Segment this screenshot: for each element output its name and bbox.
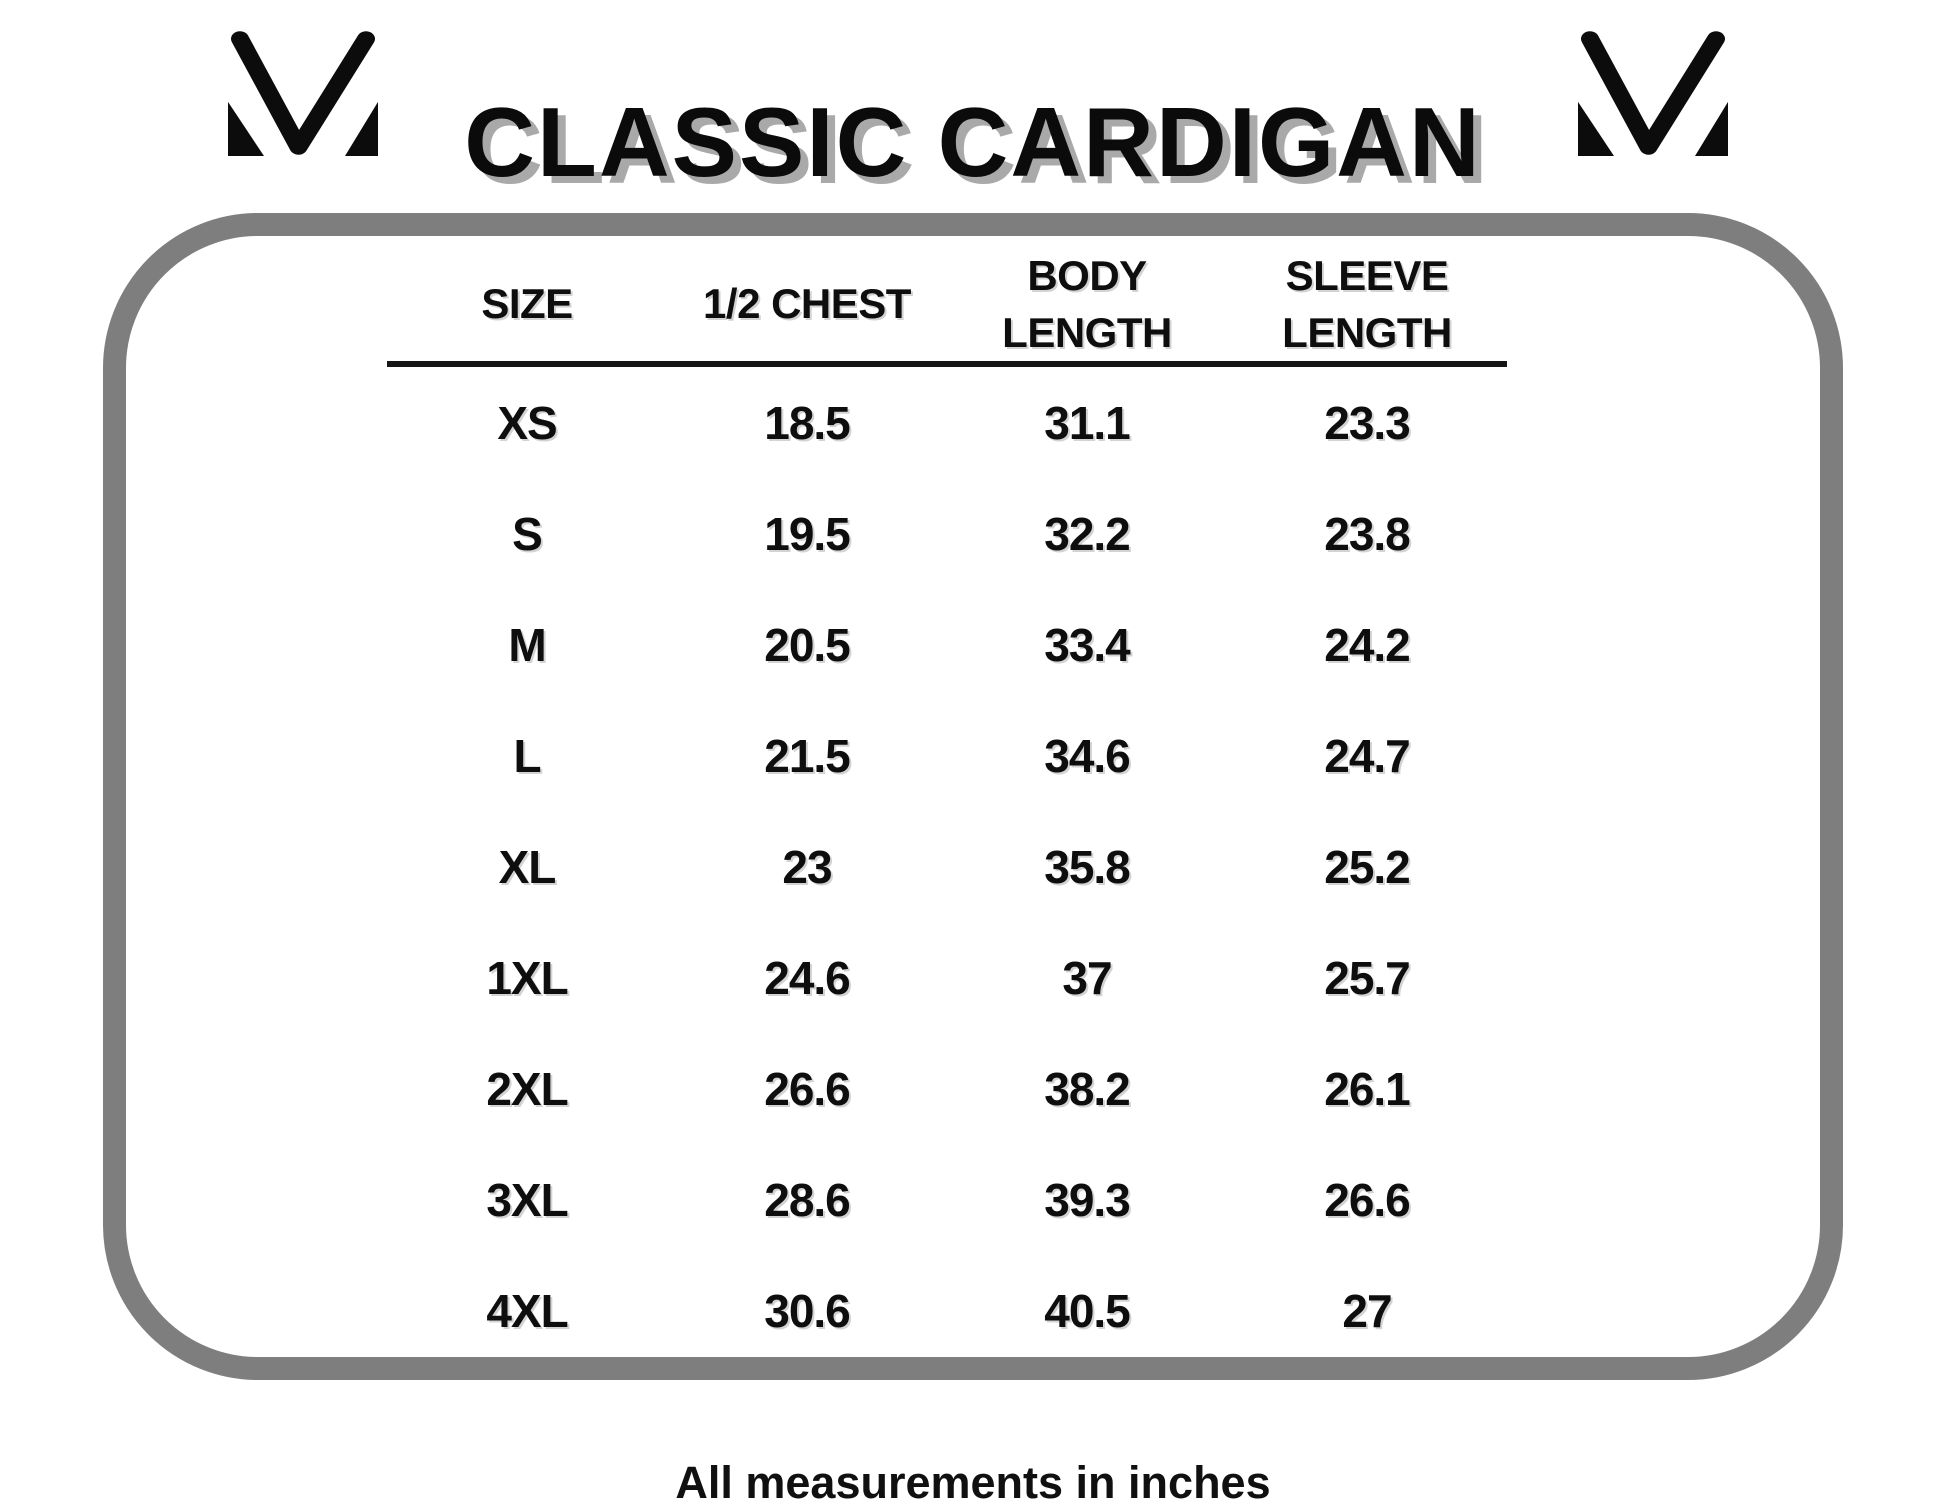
size-cell: M [508,618,546,671]
half_chest-cell: 24.6 [764,951,851,1004]
body_length-cell: 33.4 [1044,618,1131,671]
sleeve_length-cell: 24.7 [1324,729,1411,782]
table-row: S 19.5 32.2 23.8 [387,478,1507,589]
header-underline [387,361,1507,368]
table-row: M 20.5 33.4 24.2 [387,589,1507,700]
size-cell: 3XL [486,1173,568,1226]
size-chart-panel: SIZE 1/2 CHEST BODY LENGTH SLEEVE LENGTH XS 18… [103,213,1843,1380]
table-header-row: SIZE 1/2 CHEST BODY LENGTH SLEEVE LENGTH [387,248,1507,361]
body_length-cell: 35.8 [1044,840,1131,893]
half_chest-cell: 23 [782,840,832,893]
body_length-cell: 32.2 [1044,507,1131,560]
column-header-sleeve-length: SLEEVE LENGTH [1282,252,1452,356]
size-chart-table: SIZE 1/2 CHEST BODY LENGTH SLEEVE LENGTH XS 18… [387,248,1507,1366]
table-row: 1XL 24.6 37 25.7 [387,922,1507,1033]
sleeve_length-cell: 26.1 [1324,1062,1411,1115]
body_length-cell: 31.1 [1044,396,1131,449]
table-row: L 21.5 34.6 24.7 [387,700,1507,811]
size-cell: S [512,507,543,560]
table-row: 4XL 30.6 40.5 27 [387,1255,1507,1366]
sleeve_length-cell: 26.6 [1324,1173,1411,1226]
size-cell: L [513,729,541,782]
table-row: 2XL 26.6 38.2 26.1 [387,1033,1507,1144]
size-cell: XS [497,396,557,449]
page-title: CLASSIC CARDIGAN [464,86,1482,197]
table-body: XS 18.5 31.1 23.3 S 19.5 32.2 23.8 M 20.5 33.4 24.2… [387,367,1507,1366]
size-cell: 1XL [486,951,568,1004]
body_length-cell: 37 [1062,951,1112,1004]
mv-monogram-icon [1578,31,1728,156]
size-cell: 2XL [486,1062,568,1115]
sleeve_length-cell: 23.8 [1324,507,1411,560]
sleeve_length-cell: 27 [1342,1284,1392,1337]
sleeve_length-cell: 24.2 [1324,618,1411,671]
column-header-half-chest: 1/2 CHEST [703,280,911,328]
table-row: XS 18.5 31.1 23.3 [387,367,1507,478]
body_length-cell: 40.5 [1044,1284,1131,1337]
sleeve_length-cell: 23.3 [1324,396,1411,449]
half_chest-cell: 19.5 [764,507,851,560]
table-row: XL 23 35.8 25.2 [387,811,1507,922]
size-cell: XL [498,840,557,893]
body_length-cell: 38.2 [1044,1062,1131,1115]
column-header-body-length: BODY LENGTH [1002,252,1172,356]
sleeve_length-cell: 25.7 [1324,951,1411,1004]
size-cell: 4XL [486,1284,568,1337]
sleeve_length-cell: 25.2 [1324,840,1411,893]
half_chest-cell: 30.6 [764,1284,851,1337]
half_chest-cell: 21.5 [764,729,851,782]
body_length-cell: 34.6 [1044,729,1131,782]
half_chest-cell: 28.6 [764,1173,851,1226]
half_chest-cell: 26.6 [764,1062,851,1115]
half_chest-cell: 20.5 [764,618,851,671]
mv-monogram-icon [228,31,378,156]
table-row: 3XL 28.6 39.3 26.6 [387,1144,1507,1255]
brand-logo-left [228,30,378,161]
column-header-size: SIZE [481,280,573,328]
half_chest-cell: 18.5 [764,396,851,449]
measurements-note: All measurements in inches [675,1457,1271,1503]
body_length-cell: 39.3 [1044,1173,1131,1226]
brand-logo-right [1578,30,1728,161]
